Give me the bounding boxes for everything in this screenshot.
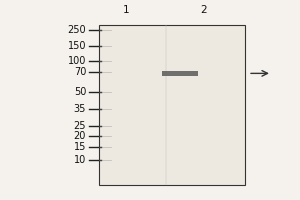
Bar [100, 25, 245, 185]
Text: 2: 2 [200, 5, 207, 15]
Text: 15: 15 [74, 142, 86, 152]
Text: 50: 50 [74, 87, 86, 97]
Text: 70: 70 [74, 67, 86, 77]
Text: 25: 25 [74, 121, 86, 131]
Text: 250: 250 [68, 25, 86, 35]
Text: 10: 10 [74, 155, 86, 165]
Bar [162, 71, 198, 76]
Text: 150: 150 [68, 41, 86, 51]
Text: 35: 35 [74, 104, 86, 114]
Text: 100: 100 [68, 56, 86, 66]
Text: 20: 20 [74, 131, 86, 141]
Text: 1: 1 [123, 5, 130, 15]
